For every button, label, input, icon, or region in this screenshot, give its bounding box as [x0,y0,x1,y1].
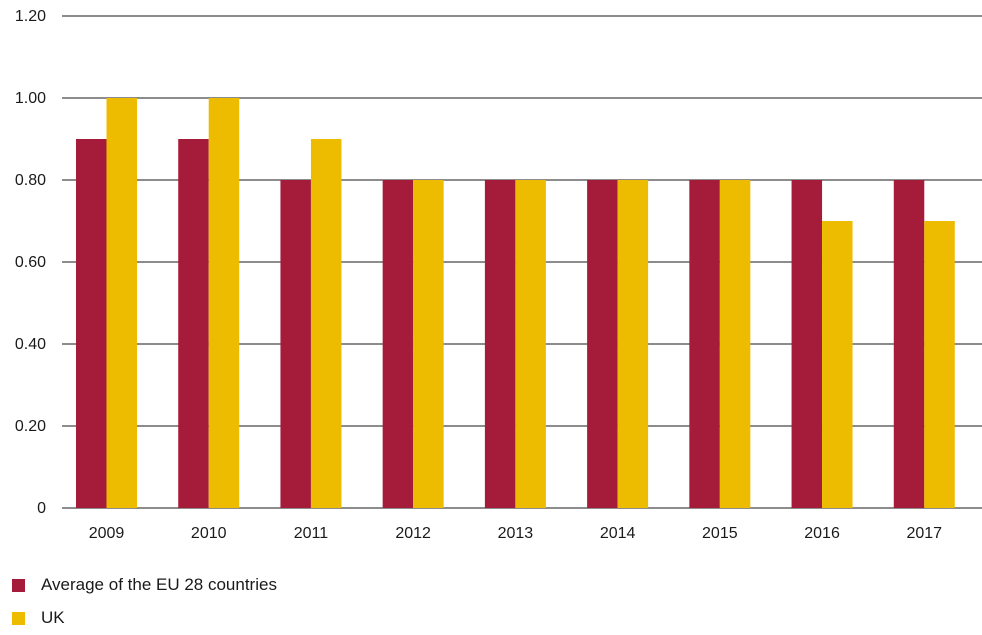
x-tick-label-2009: 2009 [89,525,125,542]
legend: Average of the EU 28 countries UK [12,575,277,628]
bar-uk-2011 [310,139,342,508]
bar-uk-2017 [924,221,955,508]
bar-uk-2010 [208,98,240,508]
bar-eu-2012 [382,180,414,508]
x-tick-label-2017: 2017 [906,525,942,542]
x-tick-label-2012: 2012 [395,525,431,542]
y-tick-label-3: 0.60 [15,254,46,271]
x-axis-ticks: 2009 2010 2011 2012 2013 2014 2015 2016 2017 [89,525,942,542]
y-tick-label-5: 1.00 [15,90,46,107]
bar-eu-2011 [280,180,311,508]
bar-uk-2009 [106,98,137,508]
y-tick-label-4: 0.80 [15,172,46,189]
y-tick-label-6: 1.20 [15,8,46,25]
legend-swatch-eu [12,578,25,592]
bar-eu-2015 [689,180,720,508]
bar-uk-2013 [515,180,546,508]
y-axis-ticks: 0 0.20 0.40 0.60 0.80 1.00 1.20 [15,8,46,517]
x-tick-label-2015: 2015 [702,525,738,542]
bar-eu-2016 [791,180,823,508]
bar-uk-2016 [822,221,853,508]
y-tick-label-0: 0 [37,500,46,517]
bar-uk-2014 [617,180,649,508]
y-tick-label-1: 0.20 [15,418,46,435]
x-tick-label-2011: 2011 [294,525,329,542]
y-tick-label-2: 0.40 [15,336,46,353]
bar-eu-2014 [587,180,618,508]
legend-swatch-uk [12,611,25,625]
bar-eu-2009 [76,139,107,508]
bar-uk-2015 [719,180,751,508]
bar-chart: 00.200.400.600.801.001.20 2009 2010 2011 20… [15,8,982,542]
legend-label-uk: UK [41,608,65,627]
bar-eu-2017 [893,180,925,508]
x-tick-label-2013: 2013 [498,525,534,542]
x-tick-label-2014: 2014 [600,525,636,542]
legend-item-eu: Average of the EU 28 countries [12,575,277,595]
bar-eu-2013 [484,180,516,508]
bar-uk-2012 [413,180,444,508]
bar-eu-2010 [178,139,209,508]
x-tick-label-2010: 2010 [191,525,227,542]
x-tick-label-2016: 2016 [804,525,840,542]
legend-item-uk: UK [12,608,277,628]
bars [76,98,955,508]
legend-label-eu: Average of the EU 28 countries [41,575,277,594]
